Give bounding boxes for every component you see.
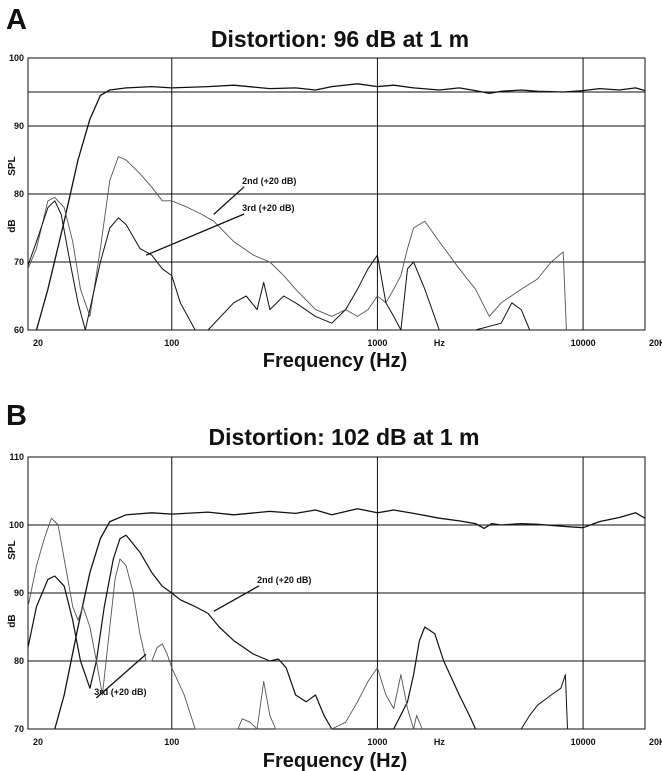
y-tick-label: 80 — [14, 189, 24, 199]
annotation-leader-line — [213, 585, 260, 612]
panel-letter-b: B — [6, 400, 27, 432]
annotation-label: 2nd (+20 dB) — [257, 575, 311, 585]
plot-frame — [27, 57, 646, 331]
y-tick-label: 70 — [14, 724, 24, 734]
y-tick-label: 70 — [14, 257, 24, 267]
y-tick-label: 60 — [14, 325, 24, 335]
y-axis-label-db-b: dB — [7, 614, 18, 627]
x-tick-label: Hz — [434, 737, 445, 747]
y-tick-label: 100 — [9, 520, 24, 530]
annotation-leader-line — [213, 186, 245, 215]
y-tick-label: 80 — [14, 656, 24, 666]
x-tick-label: 20K — [649, 338, 662, 348]
x-tick-label: 20K — [649, 737, 662, 747]
annotation-label: 3rd (+20 dB) — [94, 687, 146, 697]
annotation-leader-line — [95, 653, 147, 699]
x-tick-label: 20 — [33, 338, 43, 348]
y-axis-label-spl-a: SPL — [7, 156, 18, 175]
series-line — [27, 534, 477, 730]
x-tick-label: 1000 — [367, 338, 387, 348]
x-tick-label: 10000 — [571, 737, 596, 747]
x-tick-label: 20 — [33, 737, 43, 747]
x-tick-label: 10000 — [571, 338, 596, 348]
plot-area-a: 60 70 80 90 100 20 100 1000 Hz 10000 20K 2nd (+20 d… — [9, 53, 662, 348]
plot-area-b: 70 80 90 100 110 20 100 1000 Hz 10000 20K 2nd (+20 … — [9, 452, 662, 747]
panel-letter-a: A — [6, 4, 27, 36]
y-tick-label: 100 — [9, 53, 24, 63]
chart-title-a: Distortion: 96 dB at 1 m — [211, 26, 469, 52]
annotation-leader-line — [145, 213, 245, 256]
x-axis-label-b: Frequency (Hz) — [263, 750, 407, 771]
series-line — [27, 156, 567, 331]
series-line — [520, 674, 568, 730]
y-tick-label: 90 — [14, 588, 24, 598]
x-tick-label: 100 — [164, 338, 179, 348]
y-axis-label-db-a: dB — [7, 219, 18, 232]
series-line — [27, 200, 531, 331]
series-line — [54, 508, 646, 730]
x-axis-label-a: Frequency (Hz) — [263, 350, 407, 372]
y-tick-label: 110 — [9, 452, 24, 462]
x-tick-label: 1000 — [367, 737, 387, 747]
x-tick-label: Hz — [434, 338, 445, 348]
annotation-label: 3rd (+20 dB) — [242, 203, 294, 213]
x-tick-label: 100 — [164, 737, 179, 747]
y-tick-label: 90 — [14, 121, 24, 131]
annotation-label: 2nd (+20 dB) — [242, 176, 296, 186]
chart-title-b: Distortion: 102 dB at 1 m — [209, 424, 480, 450]
y-axis-label-spl-b: SPL — [7, 540, 18, 559]
series-line — [27, 517, 423, 730]
series-line — [35, 83, 646, 331]
